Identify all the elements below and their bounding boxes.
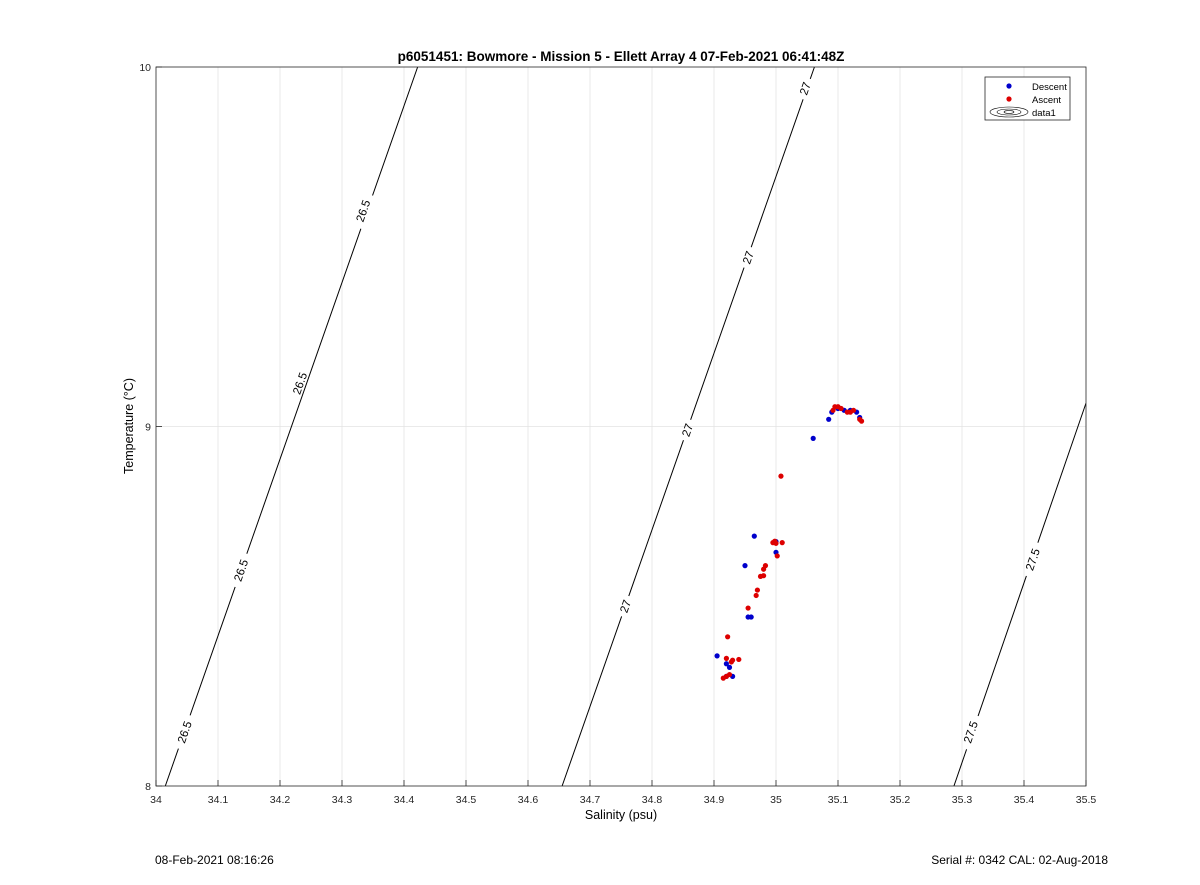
series-ascent: [720, 404, 865, 681]
tick-labels: 34 34.1 34.2 34.3 34.4 34.5 34.6 34.7 34.8 34.9 35…: [139, 62, 1096, 806]
x-tick-label: 35.1: [828, 794, 849, 806]
x-tick-label: 34.8: [642, 794, 663, 806]
legend-ascent-marker: [1006, 96, 1012, 102]
ascent-point: [838, 405, 844, 412]
ascent-point: [730, 657, 736, 663]
y-axis-label: Temperature (°C): [122, 378, 136, 474]
ascent-point: [761, 573, 767, 579]
contour-line-27.5: [953, 402, 1086, 786]
legend-ascent-label: Ascent: [1032, 95, 1061, 106]
chart-title: p6051451: Bowmore - Mission 5 - Ellett A…: [398, 49, 845, 64]
ascent-point: [779, 540, 785, 546]
x-tick-label: 35.4: [1014, 794, 1035, 806]
legend-descent-marker: [1006, 83, 1012, 89]
x-tick-label: 35.5: [1076, 794, 1097, 806]
contour-label: 27: [681, 422, 697, 438]
descent-point: [826, 416, 832, 422]
x-tick-label: 34.5: [456, 794, 477, 806]
legend-contour-icon: [989, 106, 1029, 118]
contour-label: 27: [798, 81, 814, 97]
x-tick-label: 34.9: [704, 794, 725, 806]
legend: Descent Ascent data1: [984, 76, 1071, 121]
contour-line-27: [561, 67, 815, 786]
x-tick-label: 34.7: [580, 794, 601, 806]
ascent-point: [850, 407, 857, 413]
contour-line-26.5: [164, 67, 419, 786]
ascent-point: [745, 605, 751, 611]
footer-serial-calibration: Serial #: 0342 CAL: 02-Aug-2018: [931, 853, 1108, 867]
y-tick-label: 8: [145, 781, 151, 793]
ascent-point: [753, 592, 759, 599]
ascent-point: [778, 473, 784, 479]
ascent-point: [773, 540, 779, 546]
descent-point: [714, 653, 720, 659]
ascent-point: [774, 553, 780, 559]
legend-descent-label: Descent: [1032, 82, 1067, 93]
descent-point: [723, 661, 730, 667]
axes: [155, 66, 1087, 787]
x-tick-label: 34.3: [332, 794, 353, 806]
ascent-point: [858, 418, 865, 424]
x-tick-label: 35: [770, 794, 782, 806]
x-tick-label: 34.1: [208, 794, 229, 806]
ascent-point: [762, 563, 769, 569]
x-tick-label: 34: [150, 794, 162, 806]
contour-label: 27: [741, 250, 757, 266]
x-axis-label: Salinity (psu): [585, 808, 657, 822]
ascent-point: [725, 634, 731, 640]
descent-point: [751, 533, 757, 539]
y-tick-label: 9: [145, 422, 151, 434]
y-tick-label: 10: [139, 62, 151, 74]
data-series: [714, 404, 865, 681]
descent-point: [748, 614, 754, 620]
x-tick-label: 34.2: [270, 794, 291, 806]
footer-timestamp: 08-Feb-2021 08:16:26: [155, 853, 274, 867]
ascent-point: [726, 671, 733, 678]
x-tick-label: 34.6: [518, 794, 539, 806]
grid-lines: [156, 67, 1086, 786]
legend-data1-label: data1: [1032, 108, 1056, 119]
ascent-point: [736, 656, 742, 663]
descent-point: [726, 664, 733, 670]
ascent-point: [723, 655, 730, 661]
descent-point: [742, 563, 748, 569]
contour-label: 27: [619, 599, 635, 615]
descent-point: [810, 435, 816, 441]
x-tick-label: 35.2: [890, 794, 911, 806]
ascent-point: [754, 587, 761, 593]
x-tick-label: 35.3: [952, 794, 973, 806]
x-tick-label: 34.4: [394, 794, 415, 806]
